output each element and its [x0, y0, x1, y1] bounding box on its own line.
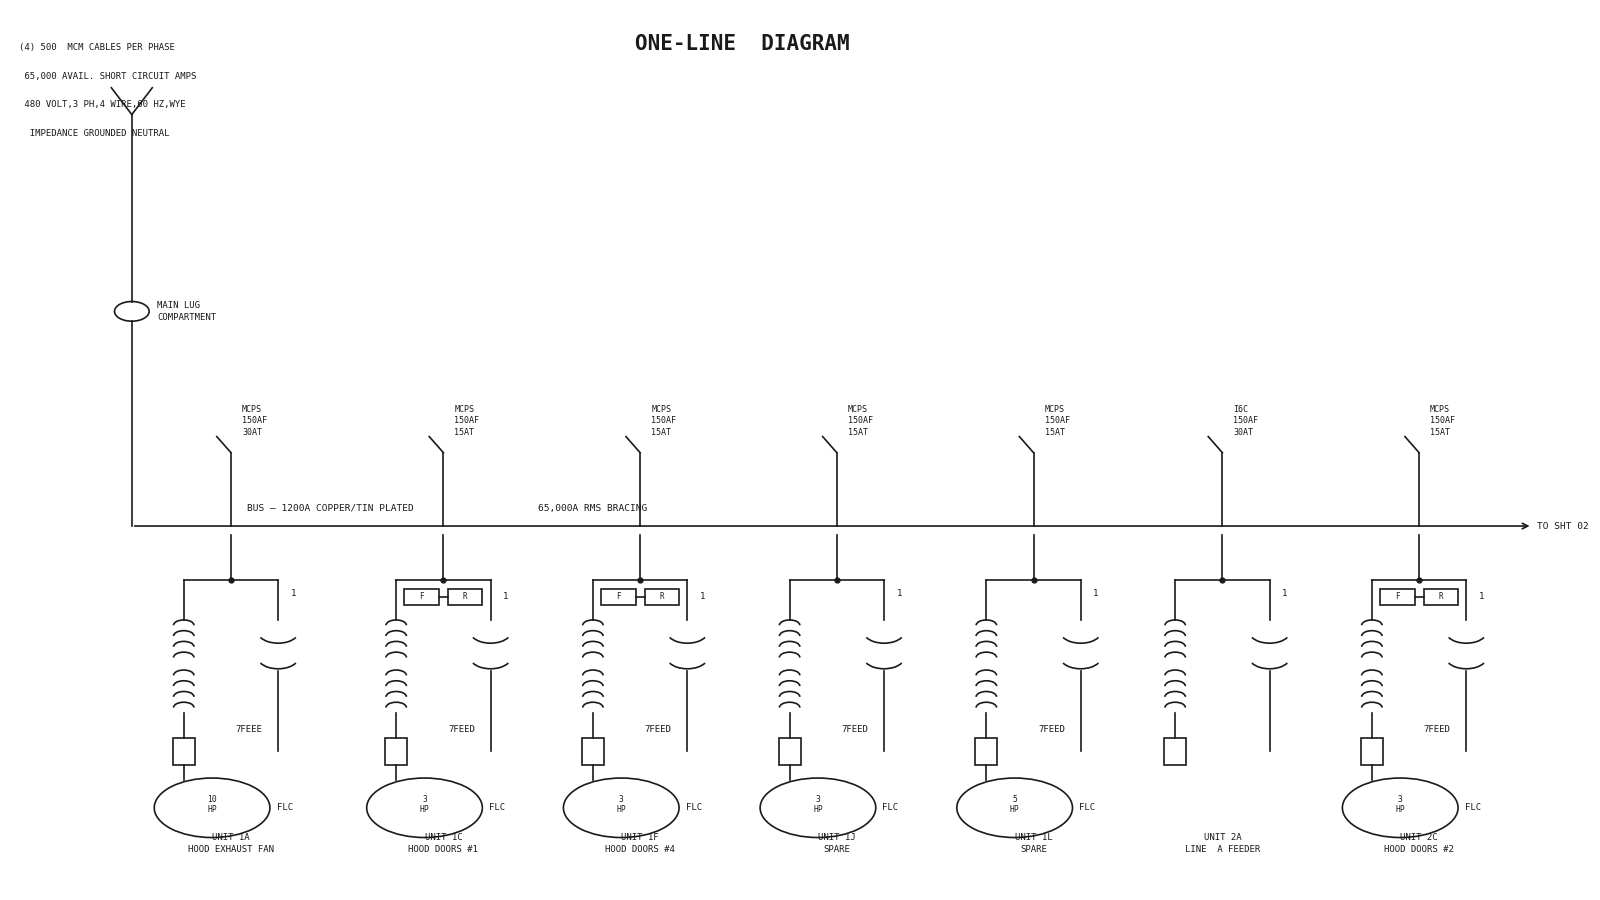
Bar: [1421, 115, 1440, 127]
Bar: [1165, 738, 1186, 765]
Text: FLC: FLC: [490, 804, 506, 813]
Text: FLC: FLC: [1078, 804, 1096, 813]
Bar: [448, 589, 483, 605]
Bar: [1354, 70, 1374, 82]
Text: 1: 1: [1282, 589, 1288, 598]
Text: 480 VOLT,3 PH,4 WIRE,60 HZ,WYE: 480 VOLT,3 PH,4 WIRE,60 HZ,WYE: [19, 100, 186, 109]
Bar: [582, 738, 603, 765]
Bar: [779, 738, 800, 765]
Bar: [1456, 104, 1475, 115]
Text: 3
HP: 3 HP: [1395, 795, 1405, 814]
Text: 7FEED: 7FEED: [1424, 724, 1451, 733]
Text: 3
HP: 3 HP: [813, 795, 822, 814]
Text: I6C
150AF
30AT: I6C 150AF 30AT: [1234, 405, 1259, 436]
Text: MAIN LUG
COMPARTMENT: MAIN LUG COMPARTMENT: [157, 301, 216, 322]
Bar: [1421, 48, 1440, 59]
Bar: [645, 589, 678, 605]
Text: MCPS
150AF
15AT: MCPS 150AF 15AT: [454, 405, 480, 436]
Text: 7FEED: 7FEED: [645, 724, 672, 733]
Text: 65,000 AVAIL. SHORT CIRCUIT AMPS: 65,000 AVAIL. SHORT CIRCUIT AMPS: [19, 72, 195, 81]
Text: 10
HP: 10 HP: [208, 795, 218, 814]
Text: 1: 1: [291, 589, 296, 598]
Text: 1: 1: [504, 592, 509, 601]
Text: 7FEED: 7FEED: [1038, 724, 1066, 733]
Bar: [1381, 111, 1400, 122]
Text: (4) 500  MCM CABLES PER PHASE: (4) 500 MCM CABLES PER PHASE: [19, 43, 174, 52]
Bar: [1381, 52, 1400, 64]
Bar: [1354, 93, 1374, 104]
Text: 3
HP: 3 HP: [419, 795, 429, 814]
Text: MCPS
150AF
15AT: MCPS 150AF 15AT: [1045, 405, 1069, 436]
Bar: [602, 589, 635, 605]
Text: 7FEED: 7FEED: [448, 724, 475, 733]
Text: R: R: [659, 592, 664, 601]
Text: ONE-LINE  DIAGRAM: ONE-LINE DIAGRAM: [635, 34, 850, 54]
Text: F: F: [1395, 592, 1400, 601]
Text: R: R: [462, 592, 467, 601]
Bar: [1362, 738, 1382, 765]
Text: FLC: FLC: [277, 804, 293, 813]
Text: 1: 1: [896, 589, 902, 598]
Text: FLC: FLC: [1464, 804, 1482, 813]
Text: UNIT 2C
HOOD DOORS #2: UNIT 2C HOOD DOORS #2: [1384, 833, 1454, 854]
Text: 7FEEE: 7FEEE: [235, 724, 262, 733]
Text: FLC: FLC: [883, 804, 899, 813]
Text: IMPEDANCE GROUNDED NEUTRAL: IMPEDANCE GROUNDED NEUTRAL: [19, 129, 170, 138]
Text: 7FEED: 7FEED: [842, 724, 869, 733]
Text: MCPS
150AF
15AT: MCPS 150AF 15AT: [651, 405, 677, 436]
Bar: [173, 738, 195, 765]
Bar: [405, 589, 438, 605]
Text: F: F: [419, 592, 424, 601]
Text: UNIT 1F
HOOD DOORS #4: UNIT 1F HOOD DOORS #4: [605, 833, 675, 854]
Text: 1: 1: [699, 592, 706, 601]
Bar: [976, 738, 997, 765]
Text: UNIT 2A
LINE  A FEEDER: UNIT 2A LINE A FEEDER: [1184, 833, 1261, 854]
Bar: [386, 738, 408, 765]
Text: MCPS
150AF
15AT: MCPS 150AF 15AT: [1430, 405, 1454, 436]
Text: 5
HP: 5 HP: [1010, 795, 1019, 814]
Text: UNIT 1L
SPARE: UNIT 1L SPARE: [1014, 833, 1053, 854]
Bar: [1424, 589, 1458, 605]
Text: MCPS
150AF
30AT: MCPS 150AF 30AT: [242, 405, 267, 436]
Text: SolisPLC: SolisPLC: [1474, 78, 1560, 96]
Bar: [1469, 82, 1490, 94]
Text: UNIT 1J
SPARE: UNIT 1J SPARE: [818, 833, 856, 854]
Text: FLC: FLC: [686, 804, 702, 813]
Text: 3
HP: 3 HP: [616, 795, 626, 814]
Bar: [1381, 589, 1414, 605]
Text: BUS — 1200A COPPER/TIN PLATED: BUS — 1200A COPPER/TIN PLATED: [246, 504, 413, 513]
Text: F: F: [616, 592, 621, 601]
Text: 1: 1: [1478, 592, 1485, 601]
Text: TO SHT 02: TO SHT 02: [1538, 521, 1589, 530]
Bar: [1456, 59, 1475, 71]
Text: R: R: [1438, 592, 1443, 601]
Text: 1: 1: [1093, 589, 1099, 598]
Text: UNIT 1A
HOOD EXHAUST FAN: UNIT 1A HOOD EXHAUST FAN: [187, 833, 274, 854]
Text: 65,000A RMS BRACING: 65,000A RMS BRACING: [538, 504, 646, 513]
Text: MCPS
150AF
15AT: MCPS 150AF 15AT: [848, 405, 874, 436]
Text: UNIT 1C
HOOD DOORS #1: UNIT 1C HOOD DOORS #1: [408, 833, 478, 854]
